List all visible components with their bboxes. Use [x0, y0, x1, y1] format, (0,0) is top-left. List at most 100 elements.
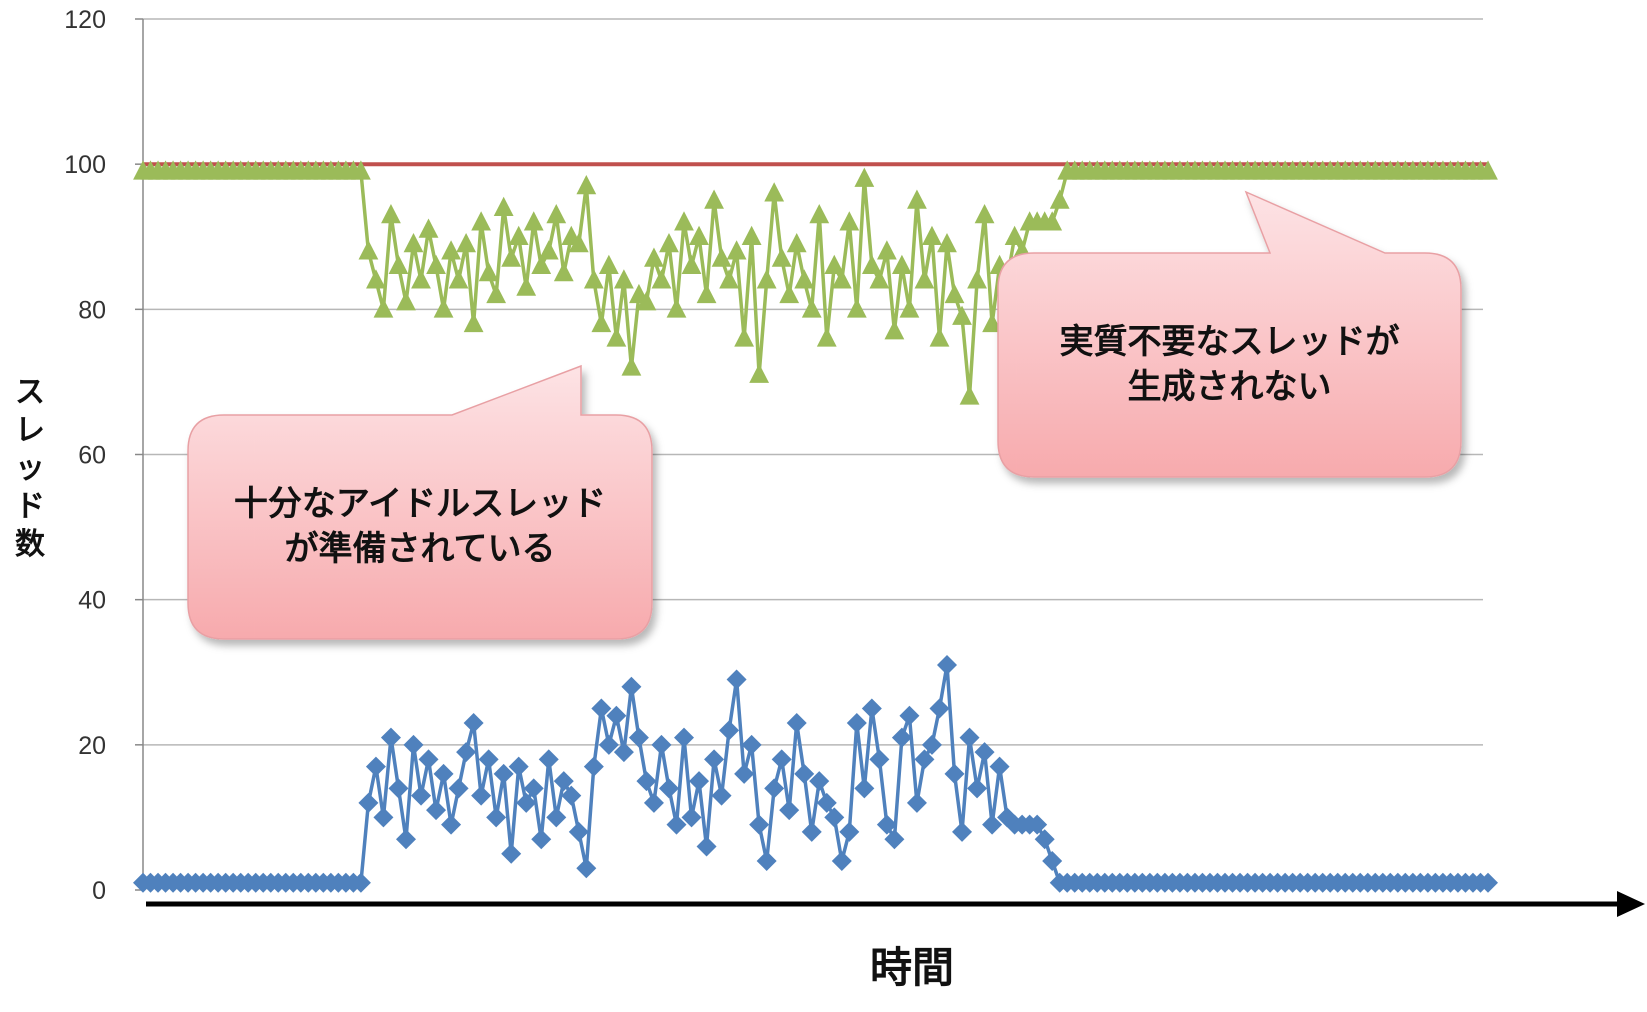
data-point — [1478, 872, 1498, 893]
data-point — [426, 800, 447, 821]
y-tick-label: 80 — [78, 296, 106, 324]
x-axis-arrowhead — [1617, 891, 1645, 917]
data-point — [613, 269, 634, 289]
data-point — [922, 225, 942, 245]
data-point — [689, 225, 709, 245]
data-point — [891, 727, 912, 748]
data-point — [395, 829, 416, 850]
data-point — [974, 203, 995, 224]
data-point — [380, 727, 401, 748]
data-point — [358, 240, 379, 260]
data-point — [666, 814, 687, 835]
data-point — [516, 792, 537, 813]
data-point — [794, 763, 815, 784]
y-tick-label: 40 — [78, 587, 106, 615]
data-point — [801, 821, 822, 842]
data-point — [366, 269, 386, 289]
data-point — [914, 269, 935, 289]
data-point — [937, 233, 957, 253]
data-point — [508, 756, 529, 777]
data-point — [411, 269, 431, 289]
data-point — [674, 727, 695, 748]
y-tick-label: 0 — [92, 877, 106, 905]
data-point — [967, 778, 988, 799]
data-point — [523, 211, 544, 231]
data-point — [936, 654, 957, 675]
y-tick-label: 100 — [64, 151, 106, 179]
callout-idle-threads — [187, 364, 653, 640]
data-point — [726, 669, 747, 690]
data-point — [786, 233, 807, 253]
data-point — [756, 850, 777, 871]
data-point — [486, 807, 507, 828]
data-point — [906, 792, 927, 813]
data-point — [651, 269, 672, 289]
data-point — [403, 233, 424, 253]
data-point — [907, 189, 927, 209]
data-point — [606, 705, 627, 726]
data-point — [441, 814, 462, 835]
data-point — [576, 174, 597, 195]
data-point — [546, 807, 567, 828]
data-point — [854, 778, 875, 799]
data-point — [839, 211, 860, 231]
data-point — [1478, 160, 1498, 180]
callout-text-line: 十分なアイドルスレッド — [234, 484, 606, 524]
data-point — [959, 385, 980, 405]
data-point — [628, 727, 649, 748]
data-point — [463, 713, 484, 734]
data-point — [831, 850, 852, 871]
data-point — [794, 269, 815, 289]
data-point — [876, 240, 897, 260]
data-point — [516, 276, 537, 296]
data-point — [365, 756, 386, 777]
data-point — [1004, 225, 1025, 245]
data-point — [771, 749, 792, 770]
series-line — [143, 663, 1488, 885]
data-point — [456, 742, 477, 763]
data-point — [846, 713, 867, 734]
data-point — [373, 298, 394, 318]
data-point — [734, 763, 755, 784]
data-point — [1042, 211, 1063, 231]
data-point — [696, 836, 717, 857]
axes — [146, 891, 1645, 917]
data-point — [553, 771, 574, 792]
data-point — [666, 298, 687, 318]
data-point — [621, 676, 642, 697]
callout-no-extra-threads — [997, 190, 1462, 478]
data-point — [1049, 189, 1070, 209]
data-point — [681, 807, 702, 828]
data-point — [696, 283, 717, 304]
data-point — [719, 269, 739, 289]
data-point — [869, 749, 890, 770]
data-point — [553, 262, 574, 282]
data-point — [373, 807, 394, 828]
data-point — [771, 247, 792, 267]
data-point — [779, 283, 800, 304]
data-point — [538, 749, 559, 770]
data-point — [899, 298, 920, 318]
data-point — [809, 203, 830, 224]
data-point — [869, 269, 890, 289]
data-point — [1027, 814, 1048, 835]
y-tick-label: 60 — [78, 442, 106, 470]
data-point — [381, 203, 401, 224]
data-point — [876, 814, 897, 835]
data-point — [824, 254, 845, 275]
data-point — [576, 858, 597, 879]
data-point — [433, 298, 454, 318]
data-point — [591, 698, 612, 719]
data-point — [989, 756, 1010, 777]
data-point — [456, 233, 477, 253]
data-point — [824, 807, 845, 828]
data-point — [982, 814, 1003, 835]
y-axis-tick-labels: 0 20 40 60 80 100 120 — [64, 6, 106, 905]
data-point — [756, 269, 777, 289]
data-point — [967, 269, 987, 289]
series-layer — [133, 160, 1498, 893]
data-point — [478, 262, 499, 282]
data-point — [839, 821, 860, 842]
data-point — [598, 254, 619, 275]
